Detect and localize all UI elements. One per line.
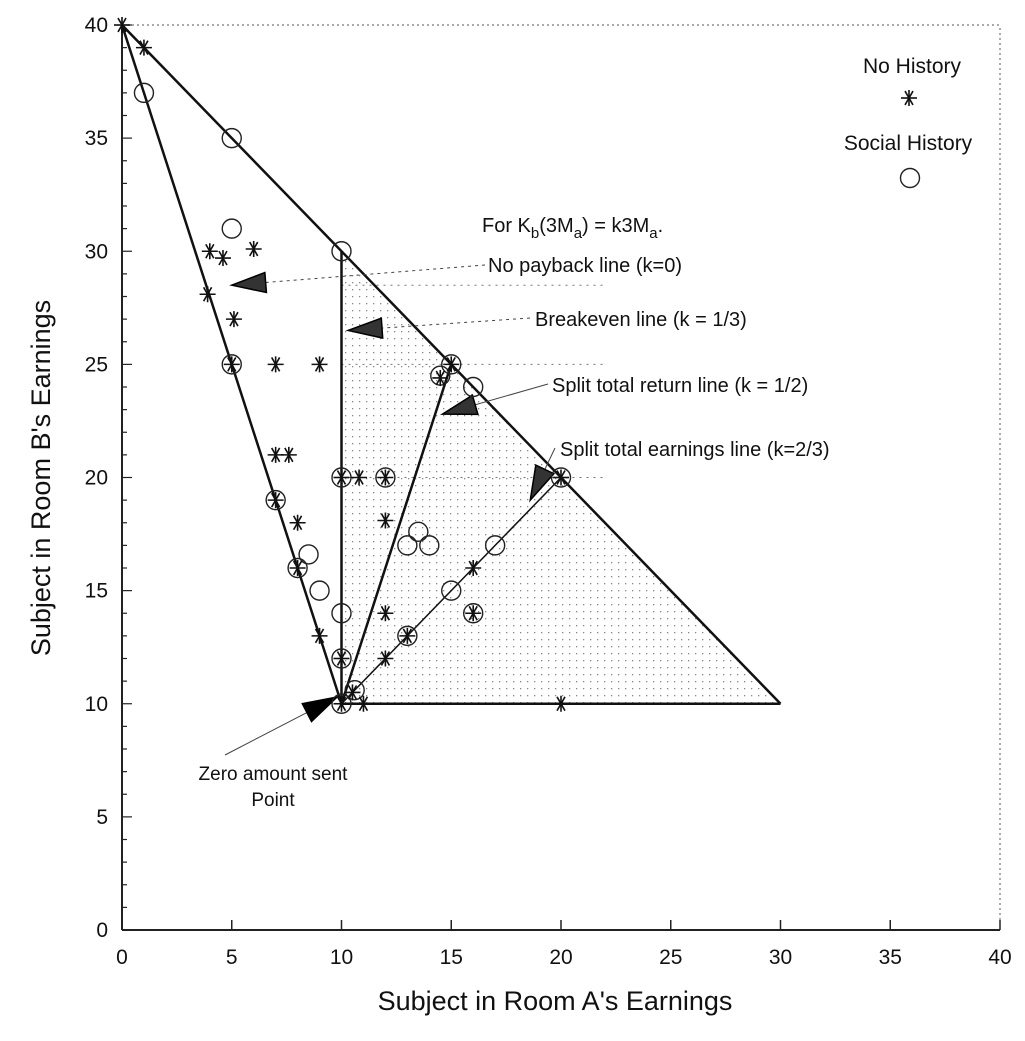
y-tick-label: 15	[85, 580, 108, 603]
no-history-point	[553, 469, 569, 486]
arrowhead-icon	[229, 271, 268, 294]
social-history-point	[463, 376, 484, 398]
no-history-point	[289, 514, 306, 531]
social-history-point	[550, 467, 572, 488]
x-tick-label: 15	[440, 946, 463, 969]
social-history-point	[331, 648, 352, 669]
line-split-total-earnings-line-k-2-3-	[340, 476, 562, 705]
annotation-zero-sent: Zero amount sent	[199, 764, 349, 785]
no-history-point	[377, 512, 394, 529]
arrowhead-icon	[439, 394, 479, 416]
no-history-point	[399, 627, 416, 644]
social-history-point	[408, 521, 429, 542]
no-history-point	[377, 469, 394, 486]
no-history-point	[553, 695, 569, 712]
no-history-point	[377, 650, 394, 667]
no-history-point	[225, 311, 242, 328]
legend-social-history: Social History	[844, 132, 973, 155]
no-history-point	[465, 605, 482, 622]
x-tick-label: 5	[226, 946, 238, 969]
y-axis-label: Subject in Room B's Earnings	[26, 300, 56, 656]
no-history-point	[344, 684, 361, 701]
no-history-point	[267, 356, 284, 373]
no-history-point	[199, 286, 216, 303]
x-tick-label: 0	[116, 946, 128, 969]
x-tick-label: 25	[659, 946, 682, 969]
x-tick-label: 10	[330, 946, 353, 969]
annotation-split-return: Split total return line (k = 1/2)	[552, 375, 808, 397]
no-history-point	[135, 39, 152, 56]
no-history-point	[289, 560, 306, 576]
legend-asterisk-icon	[901, 90, 917, 106]
y-tick-label: 20	[85, 467, 108, 490]
y-tick-label: 0	[96, 919, 108, 942]
social-history-point	[309, 580, 330, 601]
annotation-no-payback: No payback line (k=0)	[488, 255, 682, 277]
y-tick-label: 5	[96, 806, 108, 829]
social-history-point	[344, 679, 365, 701]
y-tick-label: 30	[85, 240, 108, 263]
annotation-breakeven: Breakeven line (k = 1/3)	[535, 309, 747, 331]
legend-no-history: No History	[863, 55, 962, 78]
social-history-point	[441, 580, 462, 601]
no-history-point	[223, 356, 240, 373]
no-history-point	[201, 243, 218, 260]
no-history-point	[245, 240, 262, 257]
x-tick-label: 40	[988, 946, 1011, 969]
no-history-point	[432, 369, 449, 386]
formula-label: For Kb(3Ma) = k3Ma.	[482, 215, 663, 242]
no-history-point	[333, 695, 350, 712]
social-history-point	[331, 603, 352, 624]
no-history-point	[311, 627, 328, 644]
social-history-point	[484, 535, 506, 556]
annotation-zero-sent-point: Point	[251, 790, 295, 811]
x-axis-label: Subject in Room A's Earnings	[378, 986, 733, 1016]
no-history-point	[333, 650, 350, 667]
social-history-point	[331, 693, 352, 714]
no-history-point	[214, 250, 231, 267]
arrowhead-icon	[529, 464, 556, 503]
social-history-point	[419, 535, 440, 556]
no-history-point	[114, 17, 130, 33]
social-history-point	[221, 218, 242, 239]
no-history-point	[351, 469, 368, 486]
line-split-total-return-line-k-1-2-	[340, 363, 453, 705]
social-history-point	[221, 127, 242, 149]
no-history-point	[311, 356, 328, 373]
y-tick-label: 40	[85, 14, 108, 37]
y-tick-label: 25	[85, 353, 108, 376]
annotation-split-earnings: Split total earnings line (k=2/3)	[560, 439, 830, 461]
x-tick-label: 30	[769, 946, 792, 969]
social-history-point	[331, 241, 352, 262]
social-history-point	[221, 354, 242, 375]
y-tick-label: 10	[85, 693, 108, 716]
no-history-point	[465, 560, 482, 576]
social-history-point	[298, 544, 319, 565]
social-history-point	[441, 354, 462, 375]
no-history-point	[267, 492, 284, 509]
no-history-point	[443, 356, 460, 373]
arrowhead-icon	[345, 317, 384, 340]
social-history-point	[397, 625, 418, 647]
social-history-point	[287, 557, 308, 579]
no-history-point	[333, 469, 350, 486]
y-tick-label: 35	[85, 127, 108, 150]
x-tick-label: 20	[549, 946, 572, 969]
social-history-point	[133, 82, 155, 104]
social-history-point	[331, 467, 352, 488]
x-tick-label: 35	[879, 946, 902, 969]
social-history-point	[375, 467, 396, 488]
arrowhead-icon	[301, 695, 340, 723]
social-history-point	[265, 489, 286, 511]
no-history-point	[377, 605, 394, 622]
annotation-leader	[231, 264, 486, 286]
social-history-point	[397, 535, 418, 556]
no-history-point	[280, 446, 297, 463]
annotation-leader	[348, 317, 531, 331]
no-history-point	[355, 695, 372, 712]
social-history-point	[463, 603, 484, 624]
plot-area: 0 5 10 15 20 25 30 35 40 0 5 10 15 20 25 30 35 40	[85, 14, 1012, 969]
legend-circle-icon	[899, 167, 921, 189]
